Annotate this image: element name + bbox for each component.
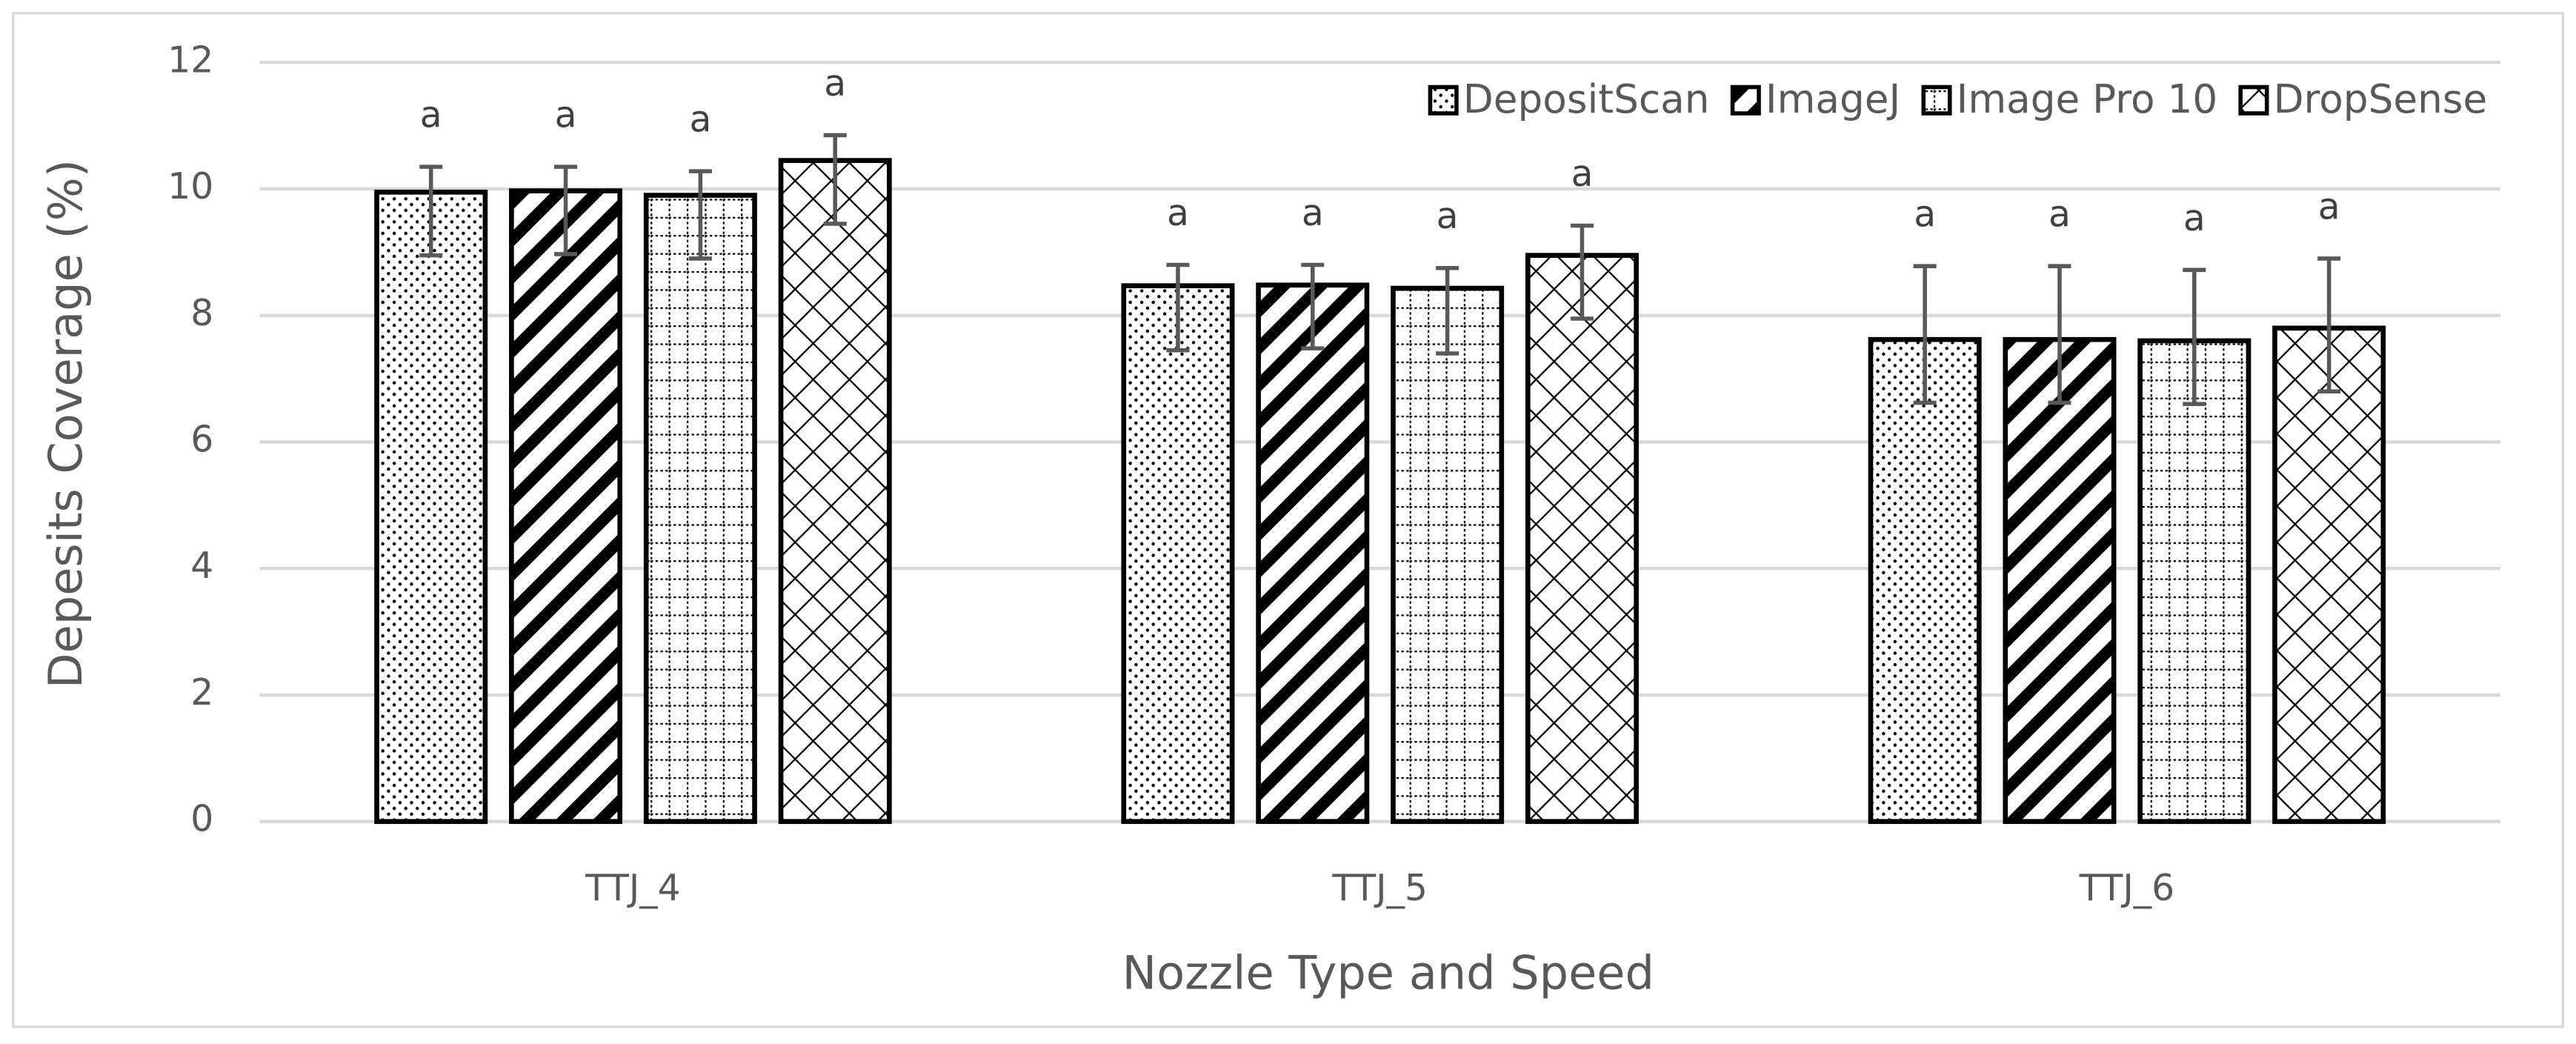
y-tick-label: 2 [190,671,213,714]
bar [2137,338,2251,825]
significance-letter: a [1167,192,1189,234]
significance-letter: a [555,94,577,136]
legend-swatch [1428,84,1459,116]
bar [1256,282,1370,825]
significance-letter: a [2318,185,2340,227]
significance-letter: a [1437,195,1459,237]
legend-swatch [1921,84,1952,116]
y-tick-label: 12 [167,39,213,81]
legend-label: DepositScan [1463,76,1710,122]
significance-letter: a [2183,197,2206,239]
legend-swatch [2238,84,2269,116]
y-axis-title: Depesits Coverage (%) [39,159,93,688]
bar [643,193,757,825]
significance-letter: a [1571,153,1593,195]
bar [2272,325,2386,825]
bar [1121,283,1235,825]
significance-letter: a [689,99,711,141]
significance-letter: a [1914,193,1936,236]
significance-letter: a [2049,193,2071,236]
significance-letter: a [1302,192,1324,234]
legend-label: Image Pro 10 [1957,76,2218,122]
bar [509,188,623,825]
y-tick-label: 6 [190,419,213,461]
bar [1525,253,1639,825]
bar [374,189,488,825]
x-axis-title: Nozzle Type and Speed [1122,945,1654,1000]
x-tick-label: TTJ_5 [1331,867,1428,909]
bar [1391,285,1505,825]
y-tick-label: 4 [190,545,213,587]
x-tick-label: TTJ_6 [2079,867,2175,909]
x-tick-label: TTJ_4 [585,867,681,909]
legend-label: ImageJ [1765,76,1900,122]
y-tick-label: 0 [190,798,213,840]
significance-letter: a [420,94,442,136]
legend-swatch [1730,84,1761,116]
bar [1868,336,1982,825]
bar [778,158,892,825]
y-tick-label: 8 [190,292,213,334]
significance-letter: a [824,62,846,104]
legend-label: DropSense [2274,76,2488,122]
bar [2003,336,2117,825]
y-tick-label: 10 [167,165,213,207]
